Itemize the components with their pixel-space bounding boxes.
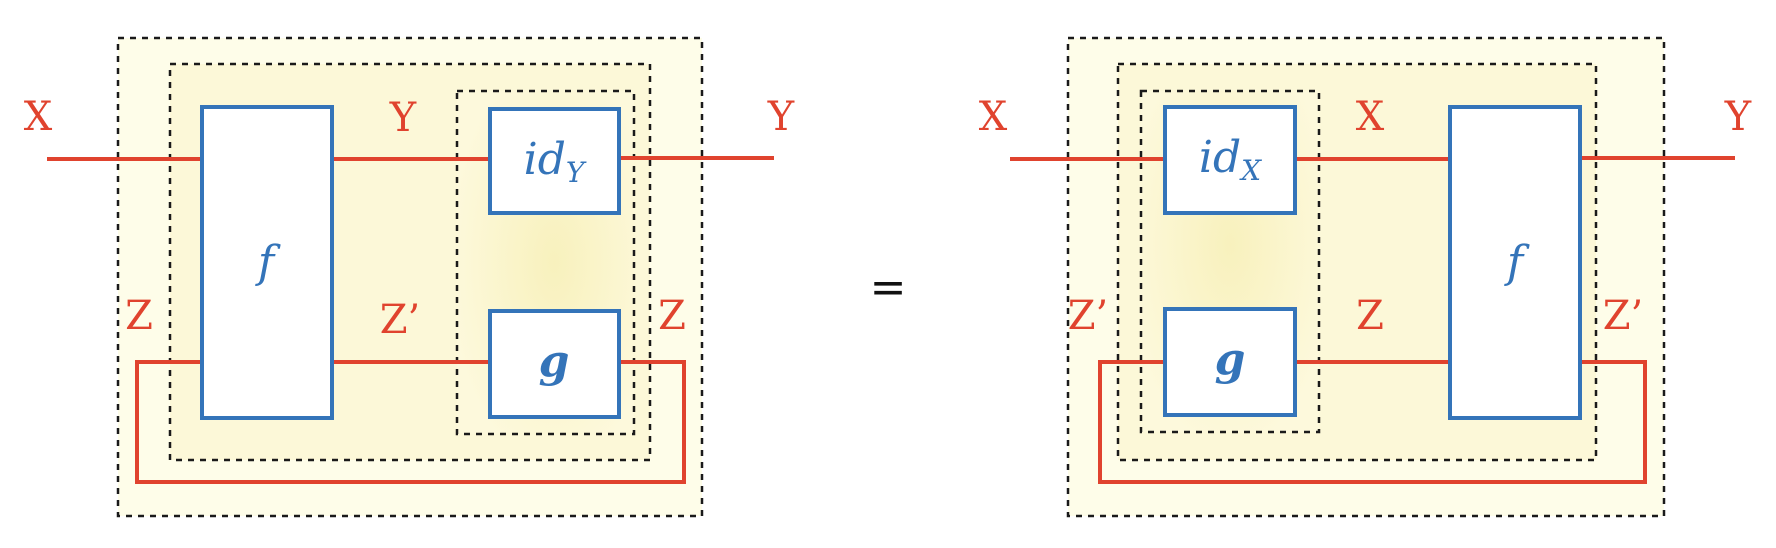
- left-wire-z-feedback: [135, 360, 686, 484]
- right-id-subscript: X: [1239, 154, 1262, 187]
- right-wire-z-prime-feedback: [1098, 360, 1647, 484]
- left-box-g-label: g: [539, 336, 570, 387]
- right-label-x-in: X: [979, 94, 1008, 140]
- left-id-main: id: [524, 134, 566, 185]
- left-label-x-in: X: [24, 94, 53, 140]
- left-label-z-prime: Z’: [380, 297, 421, 343]
- right-box-f: [1448, 105, 1582, 420]
- left-label-y-mid: Y: [389, 95, 417, 141]
- left-box-id-label: idY: [524, 134, 587, 189]
- equals-sign: =: [870, 262, 907, 313]
- left-id-subscript: Y: [566, 156, 587, 189]
- right-id-main: id: [1199, 132, 1241, 183]
- left-box-g: [488, 309, 621, 419]
- right-label-z-prime-left: Z’: [1068, 293, 1109, 339]
- left-box-id: [488, 107, 621, 215]
- right-box-g-label: g: [1215, 334, 1246, 385]
- right-label-x-mid: X: [1356, 94, 1385, 140]
- left-diagram: f idY g X Y Y Z Z’ Z: [24, 36, 795, 518]
- right-label-z-prime-right: Z’: [1603, 293, 1644, 339]
- left-label-y-out: Y: [767, 94, 795, 140]
- left-box-f: [200, 105, 334, 420]
- right-label-z-mid: Z: [1356, 293, 1384, 339]
- right-label-y-out: Y: [1724, 94, 1752, 140]
- left-label-z-right: Z: [658, 293, 686, 339]
- right-diagram: idX g f X X Y Z’ Z Z’: [979, 36, 1752, 518]
- right-box-id: [1163, 105, 1297, 215]
- right-box-id-label: idX: [1199, 132, 1262, 187]
- right-box-g: [1163, 307, 1297, 417]
- left-label-z-left: Z: [125, 293, 153, 339]
